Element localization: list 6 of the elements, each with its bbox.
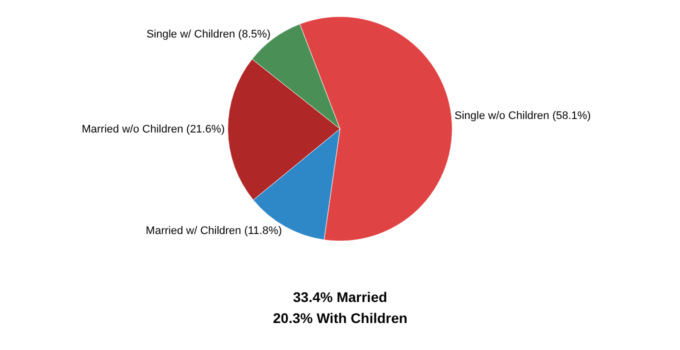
slice-label: Married w/ Children (11.8%): [146, 225, 282, 238]
text: 33.4% Married: [293, 289, 388, 305]
slice-label: Single w/ Children (8.5%): [146, 28, 271, 40]
text: 20.3% With Children: [273, 310, 408, 326]
slice-label: Married w/o Children (21.6%): [82, 124, 225, 136]
slice-label: Single w/o Children (58.1%): [454, 110, 591, 122]
